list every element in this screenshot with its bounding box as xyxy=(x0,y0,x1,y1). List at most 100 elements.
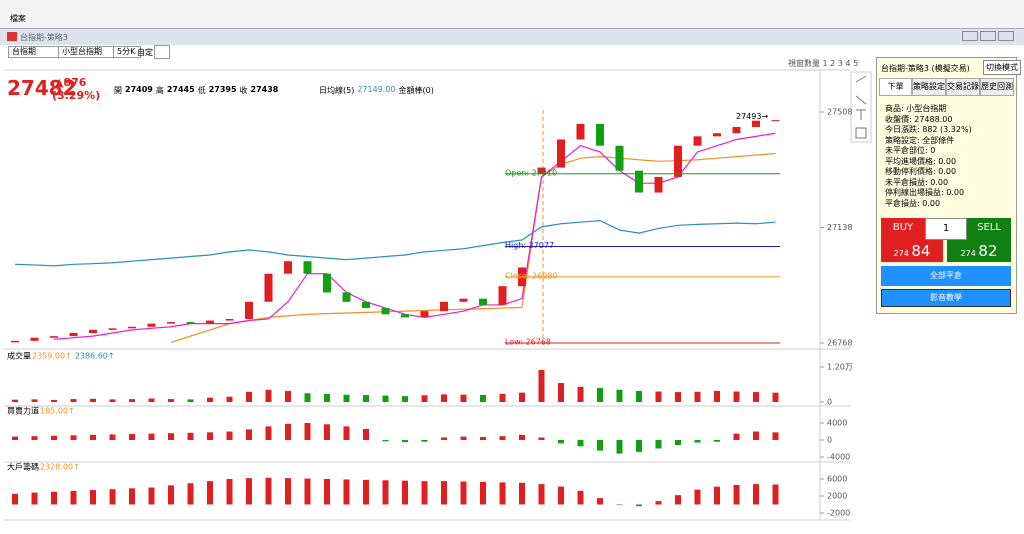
bar xyxy=(187,483,194,505)
candle xyxy=(186,322,195,324)
bar xyxy=(51,491,57,505)
panel-tab[interactable]: 下單 xyxy=(879,78,912,96)
bar xyxy=(304,423,311,440)
candle xyxy=(674,145,682,177)
y-tick-label: 4000 xyxy=(827,419,847,428)
bar xyxy=(90,490,96,505)
candle xyxy=(245,301,253,319)
window-tab[interactable]: 台指期-策略3 xyxy=(20,33,68,42)
app-icon xyxy=(7,32,17,41)
bar xyxy=(499,393,506,402)
custom-label: 自定: xyxy=(137,48,156,57)
y-tick-label: 27138 xyxy=(827,223,852,232)
bar xyxy=(129,434,135,440)
low-value: 27395 xyxy=(208,85,237,94)
bar xyxy=(694,489,701,505)
indicator-line xyxy=(14,220,776,267)
bar xyxy=(265,477,272,505)
bar xyxy=(304,393,311,402)
annotation-label: Close: 26980 xyxy=(505,271,557,280)
candle xyxy=(167,322,175,324)
ma-text: 日均線(5) xyxy=(319,86,355,95)
bar xyxy=(324,393,330,402)
candle xyxy=(225,318,234,321)
bar xyxy=(499,436,506,440)
bar xyxy=(714,390,720,402)
bar xyxy=(421,395,428,402)
y-tick-label: 27508 xyxy=(827,108,852,117)
buy-button[interactable]: BUY xyxy=(881,218,925,240)
candle xyxy=(479,298,487,305)
bar xyxy=(70,490,77,505)
panel-tab[interactable]: 交易記錄 xyxy=(946,78,980,96)
mode-button[interactable]: 切換模式 xyxy=(983,60,1021,75)
bar xyxy=(90,398,96,402)
contract-select[interactable]: 小型台指期 xyxy=(58,46,116,58)
bid-button[interactable]: 274 84 xyxy=(881,240,943,262)
bar xyxy=(363,479,369,505)
bar xyxy=(382,440,389,442)
candle xyxy=(69,333,78,337)
bar xyxy=(324,479,330,505)
video-button[interactable]: 影音教學 xyxy=(881,289,1011,307)
ask-button[interactable]: 274 82 xyxy=(947,240,1011,262)
bar xyxy=(733,391,740,402)
price-pct: (3.29%) xyxy=(52,89,101,102)
bar xyxy=(519,392,525,402)
subchart-title: 大戶籌碼 xyxy=(7,462,39,472)
bar xyxy=(675,440,681,446)
bar xyxy=(675,392,681,402)
bar xyxy=(636,504,642,507)
candle xyxy=(498,286,507,305)
candle xyxy=(108,328,117,330)
custom-input[interactable] xyxy=(154,45,170,59)
bar xyxy=(265,389,272,402)
bar xyxy=(129,488,135,505)
candle xyxy=(381,308,390,315)
bar xyxy=(558,383,564,402)
bar xyxy=(109,489,116,505)
menu-file[interactable]: 檔案 xyxy=(10,14,26,23)
panel-tabs: 下單 策略設定 交易記錄 歷史回測 xyxy=(879,78,1014,96)
bar xyxy=(285,423,291,440)
drawing-tools[interactable] xyxy=(855,75,867,139)
low-label: 低 xyxy=(197,86,206,95)
y-tick-label: 0 xyxy=(827,436,832,445)
bar xyxy=(324,424,330,440)
candle xyxy=(596,123,604,146)
bar xyxy=(226,479,233,505)
candle xyxy=(147,323,156,327)
panel-tab[interactable]: 策略設定 xyxy=(912,78,946,96)
sell-button[interactable]: SELL xyxy=(967,218,1011,240)
y-tick-label: -4000 xyxy=(827,453,850,462)
candle xyxy=(713,133,721,137)
close-all-button[interactable]: 全部平倉 xyxy=(881,266,1011,286)
bar xyxy=(402,396,408,402)
open-label: 開 xyxy=(114,86,122,95)
product-select[interactable]: 台指期 xyxy=(8,46,62,58)
info-line: 平倉損益: 0.00 xyxy=(885,198,941,208)
info-line: 未平倉損益: 0.00 xyxy=(885,177,949,187)
order-panel: 台指期-策略3 (模擬交易) 切換模式 下單 策略設定 交易記錄 歷史回測 商品: 小… xyxy=(876,57,1021,314)
annotation-label: Low: 26768 xyxy=(505,338,551,347)
ask: 82 xyxy=(978,242,998,260)
qty-input[interactable]: 1 xyxy=(925,218,967,240)
panel-tab[interactable]: 歷史回測 xyxy=(980,78,1014,96)
indicator-line xyxy=(53,132,776,340)
bar xyxy=(753,392,759,402)
candle xyxy=(401,314,409,318)
bar xyxy=(226,396,233,402)
candle xyxy=(50,336,58,338)
candle xyxy=(264,273,273,302)
bid: 84 xyxy=(911,242,931,260)
bar xyxy=(382,480,389,505)
candle xyxy=(420,311,429,318)
info-line: 未平倉部位: 0 xyxy=(885,146,936,155)
bar xyxy=(421,481,428,505)
candle xyxy=(576,123,585,140)
bar xyxy=(285,390,291,402)
period-select[interactable]: 5分K xyxy=(113,46,141,58)
window-count[interactable]: 視窗數量 1 2 3 4 5 xyxy=(788,59,859,68)
bar xyxy=(558,440,564,444)
last-price: 27482 xyxy=(7,76,77,100)
